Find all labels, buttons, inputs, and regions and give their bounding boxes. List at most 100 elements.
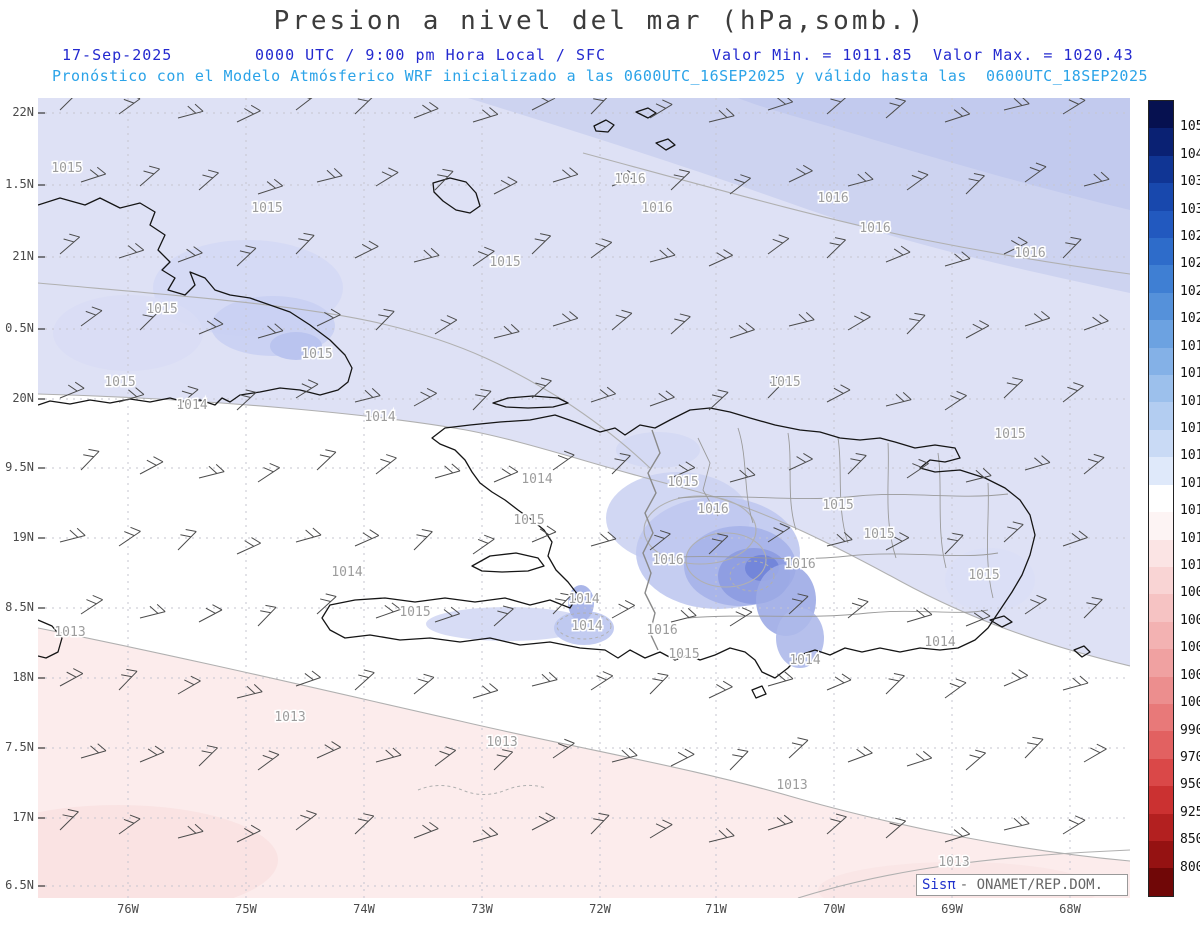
contour-label: 1016 [697,502,728,517]
admin-borders [642,427,1009,651]
colorbar-label: 1010 [1180,558,1200,574]
inagua-island [432,177,481,214]
contour-label: 1014 [331,565,362,580]
contour-label: 1016 [641,201,672,216]
tortuga-island [492,395,569,409]
contour-label: 1014 [176,398,207,413]
hispaniola-coastline [321,407,1036,679]
latlon-grid [38,98,1130,898]
lon-label: 75W [235,902,257,916]
contour-label: 1015 [667,475,698,490]
lat-label: 7.5N [5,740,34,754]
credit-org: - ONAMET/REP.DOM. [959,877,1104,893]
contour-label: 1014 [568,592,599,607]
contour-label: 1013 [776,778,807,793]
colorbar-label: 1030 [1180,201,1200,217]
header-date: 17-Sep-2025 [62,46,173,64]
small-island-3 [655,138,676,151]
contour-label: 1015 [489,255,520,270]
lat-label: 19N [12,530,34,544]
contour-label: 1015 [301,347,332,362]
colorbar-label: 1016 [1180,420,1200,436]
lat-label: 8.5N [5,600,34,614]
contour-label: 1015 [769,375,800,390]
colorbar-label: 850 [1180,832,1200,848]
contour-label: 1014 [571,619,602,634]
coastlines [38,107,1091,699]
colorbar-label: 1022 [1180,283,1200,299]
lon-label: 68W [1059,902,1081,916]
lon-label: 70W [823,902,845,916]
small-island-1 [593,119,615,133]
contour-label: 1014 [364,410,395,425]
colorbar-label: 1008 [1180,585,1200,601]
contour-label: 1016 [614,172,645,187]
colorbar-cell [1149,676,1173,704]
colorbar-cell [1149,484,1173,513]
pressure-map: 1015 1015 1015 1016 1016 1016 1016 1016 1015 1015… [38,98,1130,898]
lat-label: 1.5N [5,177,34,191]
contour-label: 1015 [822,498,853,513]
contour-label: 1015 [104,375,135,390]
colorbar-label: 1004 [1180,640,1200,656]
credit-box: Sisπ - ONAMET/REP.DOM. [916,874,1128,896]
colorbar-cell [1149,539,1173,567]
colorbar-label: 1019 [1180,338,1200,354]
axis-ticks [38,112,45,887]
contour-label: 1013 [486,735,517,750]
colorbar-cell [1149,813,1173,841]
contour-label: 1015 [399,605,430,620]
colorbar-cell [1149,868,1173,896]
credit-brand: Sisπ [922,877,956,893]
wind-barbs [59,98,1110,843]
lon-label: 73W [471,902,493,916]
colorbar-cell [1149,292,1173,321]
colorbar-cell [1149,512,1173,540]
colorbar-label: 1017 [1180,393,1200,409]
mona-island [1073,645,1091,658]
colorbar-label: 1040 [1180,146,1200,162]
contour-label: 1015 [668,647,699,662]
colorbar-cell [1149,347,1173,376]
contour-label: 1015 [968,568,999,583]
colorbar-cell [1149,758,1173,787]
colorbar-label: 990 [1180,722,1200,738]
contour-label: 1013 [54,625,85,640]
header-time: 0000 UTC / 9:00 pm Hora Local / SFC [255,46,607,64]
colorbar-cell [1149,265,1173,293]
colorbar-cell [1149,457,1173,485]
saona-island [989,615,1013,628]
colorbar-cell [1149,621,1173,650]
colorbar-cell [1149,183,1173,211]
lon-label: 74W [353,902,375,916]
contour-label: 1013 [938,855,969,870]
colorbar-label: 1018 [1180,366,1200,382]
lat-label: 18N [12,670,34,684]
lat-label: 6.5N [5,878,34,892]
contour-label: 1016 [646,623,677,638]
contour-label: 1015 [51,161,82,176]
lon-label: 72W [589,902,611,916]
contour-label: 1014 [789,653,820,668]
colorbar-label: 1014 [1180,475,1200,491]
colorbar-label: 970 [1180,749,1200,765]
colorbar-cell [1149,155,1173,184]
colorbar-cell [1149,429,1173,458]
contour-label: 1014 [924,635,955,650]
contour-label: 1015 [863,527,894,542]
high-pressure-blobs [53,240,1035,668]
isobar-contours [38,152,1130,898]
colorbar-label: 1012 [1180,530,1200,546]
colorbar-label: 800 [1180,859,1200,875]
contour-label: 1016 [652,553,683,568]
colorbar-cell [1149,786,1173,814]
contour-label: 1014 [521,472,552,487]
lat-label: 21N [12,249,34,263]
colorbar-cell [1149,128,1173,156]
header-forecast: Pronóstico con el Modelo Atmósferico WRF… [51,67,1149,85]
colorbar-cell [1149,649,1173,677]
lat-label: 22N [12,105,34,119]
contour-label: 1015 [251,201,282,216]
colorbar-cell [1149,238,1173,266]
